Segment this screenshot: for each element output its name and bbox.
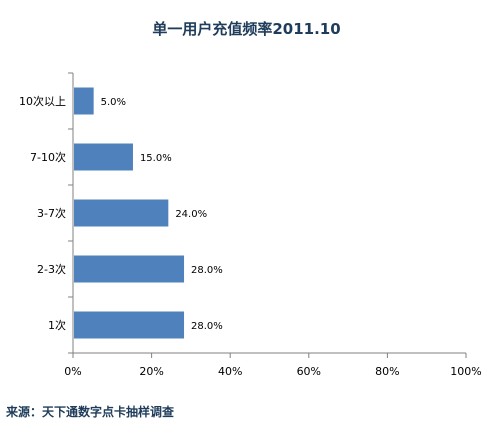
chart-axes	[68, 72, 467, 358]
data-label: 24.0%	[175, 209, 207, 220]
bar	[74, 255, 185, 283]
chart-labels: 0% 20% 40% 60% 80% 100% 10次以上 5.0% 7-10次 15.0% 3-7…	[19, 94, 482, 378]
y-tick-label: 1次	[48, 318, 66, 332]
chart-title: 单一用户充值频率2011.10	[152, 20, 341, 38]
x-tick-label: 40%	[218, 365, 242, 378]
x-tick-label: 20%	[139, 365, 163, 378]
data-label: 15.0%	[140, 153, 172, 164]
data-label: 5.0%	[101, 97, 126, 108]
y-tick-label: 3-7次	[37, 206, 66, 220]
y-tick-label: 2-3次	[37, 262, 66, 276]
bar	[74, 87, 94, 115]
x-tick-label: 0%	[64, 365, 81, 378]
x-tick-label: 80%	[375, 365, 399, 378]
data-label: 28.0%	[191, 321, 223, 332]
chart-bars	[74, 87, 185, 339]
x-tick-label: 100%	[450, 365, 481, 378]
source-note: 来源：天下通数字点卡抽样调查	[6, 405, 175, 419]
bar	[74, 311, 185, 339]
y-tick-label: 10次以上	[19, 94, 66, 108]
data-label: 28.0%	[191, 265, 223, 276]
y-tick-label: 7-10次	[30, 150, 66, 164]
x-tick-label: 60%	[297, 365, 321, 378]
bar	[74, 143, 133, 171]
bar	[74, 199, 169, 227]
